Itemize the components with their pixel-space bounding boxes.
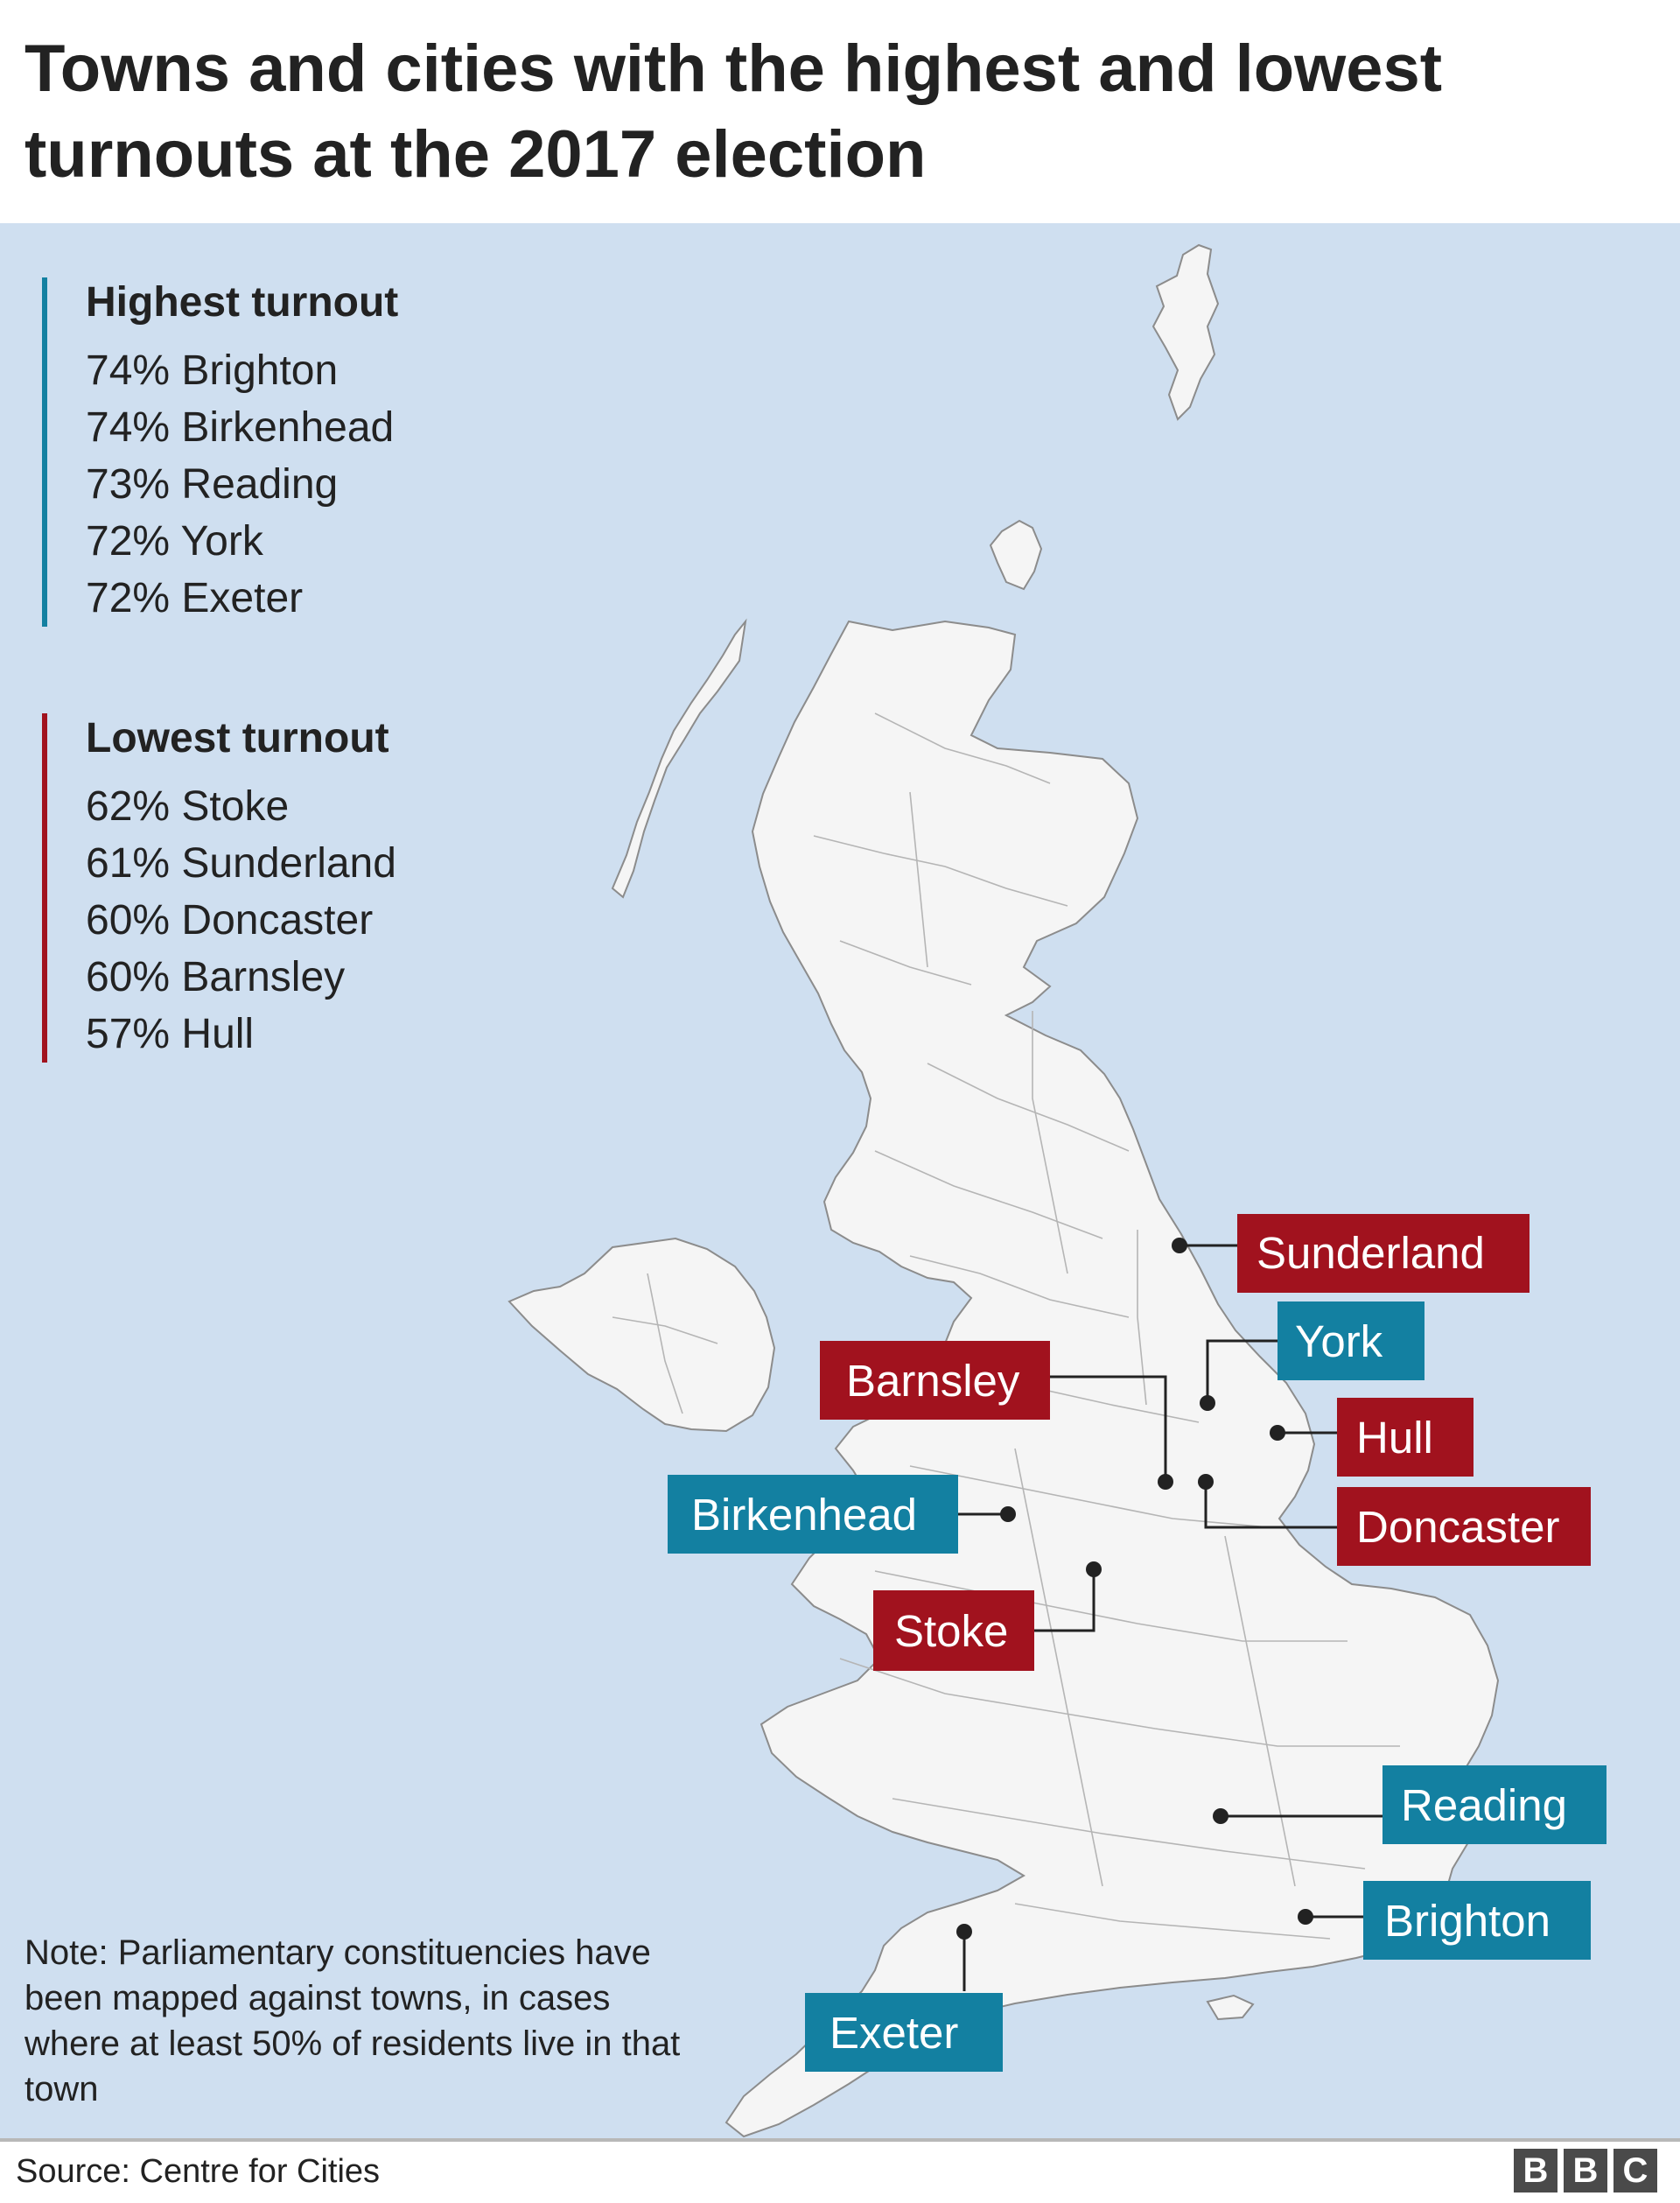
label-doncaster: Doncaster <box>1337 1487 1591 1566</box>
doncaster-marker <box>1198 1474 1214 1490</box>
label-sunderland-text: Sunderland <box>1256 1228 1485 1278</box>
hull-marker <box>1270 1425 1285 1441</box>
label-reading-text: Reading <box>1401 1780 1567 1830</box>
york-marker <box>1200 1395 1215 1411</box>
label-barnsley-text: Barnsley <box>846 1356 1020 1406</box>
legend-item: 72% York <box>86 518 263 565</box>
label-birkenhead-text: Birkenhead <box>691 1490 917 1540</box>
uk-map: Sunderland York Barnsley Hull Birkenhead… <box>508 243 1606 2138</box>
stoke-marker <box>1086 1561 1102 1577</box>
label-york: York <box>1278 1301 1424 1380</box>
label-barnsley: Barnsley <box>820 1341 1050 1420</box>
label-stoke-text: Stoke <box>894 1606 1008 1656</box>
source-text: Source: Centre for Cities <box>16 2153 381 2190</box>
legend-highest-turnout: Highest turnout 74% Brighton 74% Birkenh… <box>42 277 398 627</box>
bbc-logo-letter: B <box>1514 2149 1558 2192</box>
isle-of-wight-landmass <box>1206 1994 1255 2021</box>
sunderland-marker <box>1172 1238 1187 1253</box>
map-panel: Sunderland York Barnsley Hull Birkenhead… <box>0 223 1680 2138</box>
chart-title: Towns and cities with the highest and lo… <box>24 32 1443 192</box>
legend-item: 57% Hull <box>86 1011 255 1057</box>
great-britain-landmass <box>724 620 1500 2138</box>
label-sunderland: Sunderland <box>1237 1214 1530 1293</box>
label-exeter-text: Exeter <box>830 2008 958 2058</box>
map-labels: Sunderland York Barnsley Hull Birkenhead… <box>668 1214 1606 2072</box>
label-york-text: York <box>1295 1316 1383 1366</box>
bbc-logo: B B C <box>1514 2149 1657 2192</box>
footer-divider <box>0 2138 1680 2142</box>
methodology-note: Note: Parliamentary constituencies have … <box>24 1933 681 2108</box>
reading-marker <box>1213 1808 1228 1824</box>
legend-highest-heading: Highest turnout <box>86 279 399 326</box>
legend-item: 74% Brighton <box>86 347 339 394</box>
exeter-marker <box>956 1924 972 1940</box>
label-doncaster-text: Doncaster <box>1356 1502 1559 1552</box>
callout-lines <box>958 1244 1382 1991</box>
label-hull: Hull <box>1337 1398 1474 1477</box>
label-stoke: Stoke <box>873 1590 1034 1671</box>
label-brighton-text: Brighton <box>1384 1896 1550 1946</box>
constituency-boundaries <box>612 712 1400 1940</box>
label-brighton: Brighton <box>1363 1881 1591 1960</box>
brighton-marker <box>1298 1909 1313 1925</box>
label-reading: Reading <box>1382 1765 1606 1844</box>
town-markers <box>956 1238 1313 1940</box>
legend-lowest-turnout: Lowest turnout 62% Stoke 61% Sunderland … <box>42 713 396 1063</box>
orkney-landmass <box>989 519 1043 591</box>
legend-item: 61% Sunderland <box>86 840 396 887</box>
label-hull-text: Hull <box>1356 1413 1433 1463</box>
label-exeter: Exeter <box>805 1993 1003 2072</box>
legend-item: 60% Doncaster <box>86 897 374 944</box>
shetland-landmass <box>1152 243 1220 421</box>
northern-ireland-landmass <box>508 1237 776 1433</box>
label-birkenhead: Birkenhead <box>668 1475 958 1554</box>
bbc-logo-letter: C <box>1614 2149 1657 2192</box>
legend-lowest-heading: Lowest turnout <box>86 715 389 761</box>
legend-item: 74% Birkenhead <box>86 404 395 451</box>
legend-item: 73% Reading <box>86 461 339 508</box>
legend-item: 60% Barnsley <box>86 954 346 1000</box>
legend-item: 62% Stoke <box>86 783 290 830</box>
barnsley-marker <box>1158 1474 1173 1490</box>
outer-hebrides-landmass <box>611 618 747 899</box>
bbc-logo-letter: B <box>1564 2149 1607 2192</box>
birkenhead-marker <box>1000 1506 1016 1522</box>
legend-item: 72% Exeter <box>86 575 304 621</box>
